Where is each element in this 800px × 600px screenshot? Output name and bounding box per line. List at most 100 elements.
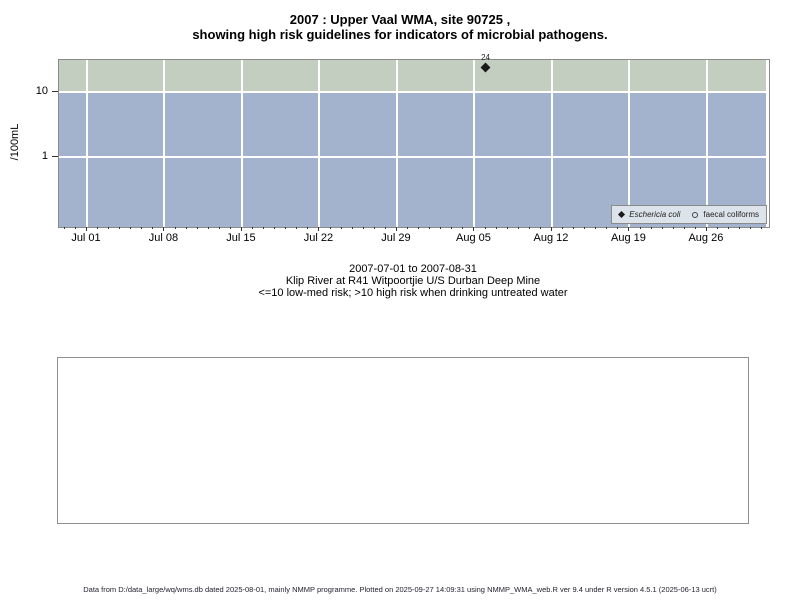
x-axis-tick-label: Aug 05	[456, 232, 491, 244]
x-axis-minor-tick	[97, 227, 99, 229]
x-axis-minor-tick	[196, 227, 198, 229]
x-axis-major-tick	[318, 227, 320, 231]
y-axis-tick	[52, 91, 58, 92]
x-axis-minor-tick	[683, 227, 685, 229]
x-axis-minor-tick	[506, 227, 508, 229]
x-axis-tick-label: Jul 15	[226, 232, 256, 244]
x-axis-minor-tick	[462, 227, 464, 229]
gridline-vertical	[550, 60, 553, 227]
data-point-label: 24	[481, 53, 490, 63]
x-axis-minor-tick	[130, 227, 132, 229]
x-axis-minor-tick	[351, 227, 353, 229]
x-axis-minor-tick	[606, 227, 608, 229]
low-med-risk-band	[59, 92, 766, 227]
chart-title-line1: 2007 : Upper Vaal WMA, site 90725 ,	[289, 12, 511, 27]
chart-title: 2007 : Upper Vaal WMA, site 90725 , show…	[0, 12, 800, 42]
gridline-vertical	[86, 60, 88, 227]
legend-entry: Eschericia coli	[618, 210, 681, 219]
x-axis-minor-tick	[595, 227, 597, 229]
x-axis-minor-tick	[285, 227, 287, 229]
gridline-vertical	[163, 60, 166, 227]
x-axis-tick-label: Jul 08	[148, 232, 179, 244]
x-axis-minor-tick	[672, 227, 674, 229]
x-axis-minor-tick	[694, 227, 696, 229]
x-axis-minor-tick	[639, 227, 641, 229]
gridline-horizontal	[59, 91, 766, 93]
y-axis-tick-label: 1	[41, 150, 48, 162]
x-axis-minor-tick	[274, 227, 276, 229]
y-axis-tick	[52, 156, 58, 157]
x-axis-minor-tick	[573, 227, 575, 229]
subtitle-site-description: Klip River at R41 Witpoortjie U/S Durban…	[285, 275, 541, 287]
x-axis-minor-tick	[218, 227, 220, 229]
gridline-vertical	[705, 60, 708, 227]
x-axis-tick-label: Jul 22	[303, 232, 334, 244]
x-axis-minor-tick	[739, 227, 741, 229]
x-axis-minor-tick	[451, 227, 453, 229]
x-axis-minor-tick	[750, 227, 752, 229]
high-risk-band	[59, 60, 766, 92]
x-axis-minor-tick	[716, 227, 718, 229]
x-axis-major-tick	[473, 227, 475, 231]
x-axis-major-tick	[395, 227, 397, 231]
plot-area: 24 Eschericia coli faecal coliforms	[58, 54, 770, 228]
x-axis-minor-tick	[418, 227, 420, 229]
x-axis-minor-tick	[528, 227, 530, 229]
x-axis-major-tick	[550, 227, 552, 231]
legend: Eschericia coli faecal coliforms	[611, 205, 767, 224]
filled-diamond-icon	[618, 210, 626, 219]
gridline-vertical	[628, 60, 631, 227]
x-axis-minor-tick	[207, 227, 209, 229]
x-axis-minor-tick	[119, 227, 121, 229]
x-axis-minor-tick	[562, 227, 563, 229]
x-axis-minor-tick	[362, 227, 364, 229]
gridline-vertical	[395, 60, 398, 227]
x-axis-minor-tick	[174, 227, 176, 229]
x-axis-minor-tick	[329, 227, 331, 229]
x-axis-minor-tick	[252, 227, 254, 229]
x-axis-tick-label: Aug 12	[533, 232, 569, 244]
x-axis-minor-tick	[63, 227, 65, 229]
gridline-vertical	[473, 60, 476, 227]
x-axis-minor-tick	[584, 227, 586, 229]
x-axis-tick-label: Aug 26	[688, 232, 724, 244]
subtitle-date-range: 2007-07-01 to 2007-08-31	[349, 263, 477, 275]
x-axis-minor-tick	[185, 227, 187, 229]
x-axis-major-tick	[705, 227, 707, 231]
x-axis-minor-tick	[429, 227, 431, 229]
x-axis-minor-tick	[495, 227, 497, 229]
gridline-horizontal	[59, 156, 766, 158]
x-axis-minor-tick	[484, 227, 486, 229]
legend-entry-label: Eschericia coli	[629, 210, 681, 219]
legend-entry-label: faecal coliforms	[703, 210, 759, 219]
open-circle-icon	[692, 211, 699, 218]
x-axis-minor-tick	[539, 227, 541, 229]
gridline-vertical	[240, 60, 243, 227]
x-axis-major-tick	[86, 227, 87, 231]
legend-entry: faecal coliforms	[692, 210, 759, 219]
empty-panel	[57, 357, 749, 524]
x-axis-minor-tick	[440, 227, 442, 229]
gridline-vertical	[318, 60, 321, 227]
x-axis-tick-label: Jul 29	[381, 232, 411, 244]
footer-caption: Data from D:/data_large/wq/wms.db dated …	[83, 585, 717, 594]
x-axis-minor-tick	[407, 227, 409, 229]
x-axis-minor-tick	[307, 227, 309, 229]
x-axis-minor-tick	[296, 227, 298, 229]
x-axis-tick-label: Aug 19	[610, 232, 646, 244]
x-axis-minor-tick	[617, 227, 619, 229]
chart-title-line2: showing high risk guidelines for indicat…	[192, 27, 608, 42]
x-axis-minor-tick	[373, 227, 375, 229]
x-axis-major-tick	[240, 227, 242, 231]
x-axis-minor-tick	[141, 227, 143, 229]
x-axis-tick-label: Jul 01	[71, 232, 101, 244]
x-axis-major-tick	[163, 227, 165, 231]
x-axis-minor-tick	[650, 227, 652, 229]
x-axis-minor-tick	[74, 227, 76, 229]
y-axis-title: /100mL	[9, 123, 21, 161]
x-axis-minor-tick	[229, 227, 231, 229]
x-axis-minor-tick	[384, 227, 386, 229]
subtitle-risk-note: <=10 low-med risk; >10 high risk when dr…	[258, 287, 568, 299]
y-axis-tick-label: 10	[35, 85, 48, 97]
